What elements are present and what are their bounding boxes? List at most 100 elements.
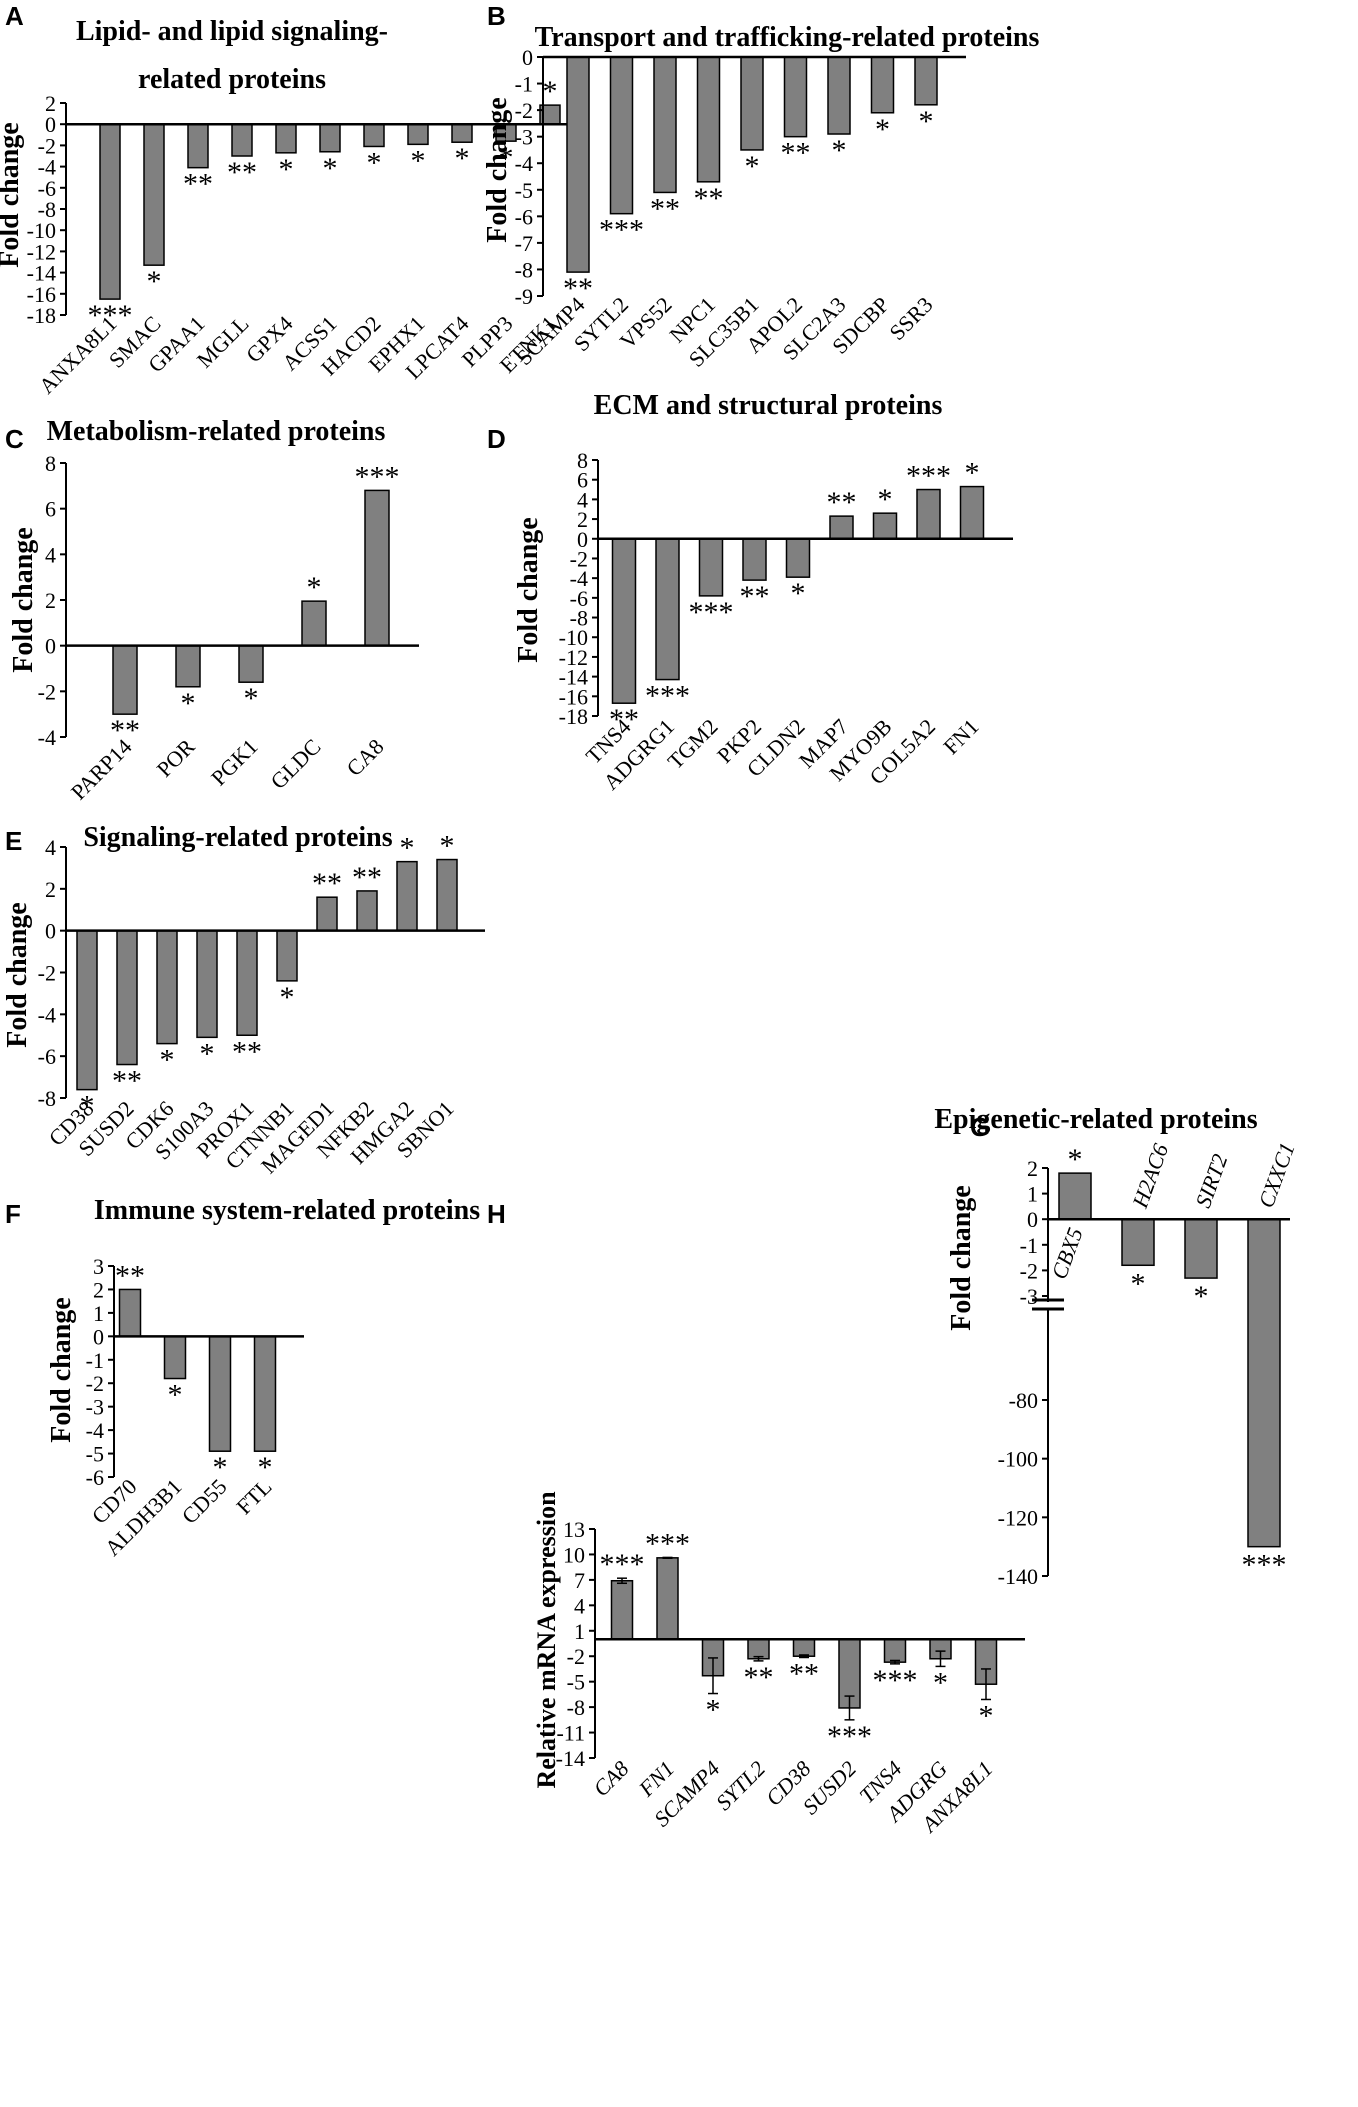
bar-PARP14 xyxy=(112,644,138,715)
significance-label: ** xyxy=(183,168,213,201)
bar-MAP7 xyxy=(829,515,854,540)
y-axis-label: Fold change xyxy=(513,517,544,662)
y-tick-label: 2 xyxy=(1027,1156,1038,1181)
y-tick-label: -2 xyxy=(1020,1258,1038,1283)
significance-label: * xyxy=(1068,1143,1083,1176)
y-tick-label: -8 xyxy=(515,257,533,282)
category-label: CBX5 xyxy=(1046,1224,1087,1282)
significance-label: ** xyxy=(789,1657,819,1690)
chart-title: Epigenetic-related proteins xyxy=(934,1104,1257,1135)
y-tick-label: -4 xyxy=(515,151,533,176)
bar-MAGED1 xyxy=(316,896,338,932)
bar-H2AC6 xyxy=(1121,1218,1155,1267)
bar-SIRT2 xyxy=(1184,1218,1218,1279)
y-tick-label: -100 xyxy=(998,1447,1038,1472)
bar-CD70 xyxy=(118,1288,142,1338)
bar-POR xyxy=(175,644,201,688)
significance-label: ** xyxy=(650,192,680,225)
bar-HMGA2 xyxy=(396,860,418,932)
significance-label: * xyxy=(280,981,295,1014)
y-axis-label: Relative mRNA expression xyxy=(532,1491,561,1789)
bar-SSR3 xyxy=(914,56,938,106)
bar-TNS4 xyxy=(611,538,637,704)
significance-label: ** xyxy=(352,861,382,894)
chart-title: Signaling-related proteins xyxy=(83,822,392,853)
category-label: FN1 xyxy=(938,714,983,759)
significance-label: * xyxy=(1194,1280,1209,1313)
significance-label: *** xyxy=(599,214,644,247)
bar-ALDH3B1 xyxy=(163,1335,187,1380)
y-tick-label: 0 xyxy=(45,634,56,659)
significance-label: * xyxy=(745,150,760,183)
y-tick-label: -14 xyxy=(27,261,56,286)
y-tick-label: -2 xyxy=(570,546,588,571)
significance-label: ** xyxy=(115,1259,145,1292)
y-tick-label: -10 xyxy=(27,218,56,243)
y-tick-label: -4 xyxy=(38,155,56,180)
significance-label: * xyxy=(875,113,890,146)
y-tick-label: 2 xyxy=(577,507,588,532)
bar-S100A3 xyxy=(196,929,218,1039)
bar-CLDN2 xyxy=(785,538,811,578)
chart-title: related proteins xyxy=(138,64,326,95)
y-tick-label: -2 xyxy=(38,679,56,704)
chart-title: Metabolism-related proteins xyxy=(47,416,386,447)
significance-label: * xyxy=(400,832,415,865)
bar-CD55 xyxy=(208,1335,232,1452)
panel-label: C xyxy=(5,424,24,454)
panel-B: B Transport and trafficking-related prote… xyxy=(482,1,1039,372)
significance-label: ** xyxy=(312,867,342,900)
chart-title: Lipid- and lipid signaling- xyxy=(76,16,388,47)
y-tick-label: 7 xyxy=(574,1568,585,1593)
bar-GPAA1 xyxy=(187,123,209,169)
bar-PGK1 xyxy=(238,644,264,683)
y-tick-label: 2 xyxy=(45,91,56,116)
y-tick-label: -3 xyxy=(515,125,533,150)
bar-CXXC1 xyxy=(1247,1218,1281,1548)
y-tick-label: -4 xyxy=(38,1002,56,1027)
significance-label: ** xyxy=(112,1065,142,1098)
significance-label: ** xyxy=(110,714,140,747)
y-tick-label: -8 xyxy=(38,1086,56,1111)
y-tick-label: -12 xyxy=(27,239,56,264)
bar-GPX4 xyxy=(275,123,297,154)
significance-label: * xyxy=(168,1379,183,1412)
significance-label: * xyxy=(258,1451,273,1484)
y-tick-label: -12 xyxy=(559,645,588,670)
bar-SBNO1 xyxy=(436,858,458,932)
panel-F: F Immune system-related proteins Fold chan… xyxy=(5,1195,480,1561)
y-tick-label: 6 xyxy=(577,468,588,493)
bar-TGM2 xyxy=(698,538,724,597)
category-label: SSR3 xyxy=(884,292,937,345)
y-tick-label: -8 xyxy=(567,1695,585,1720)
bar-SYTL2 xyxy=(609,56,634,215)
panel-label: H xyxy=(487,1199,506,1229)
y-tick-label: 4 xyxy=(45,835,56,860)
category-label: CA8 xyxy=(588,1756,633,1801)
y-tick-label: -3 xyxy=(1020,1284,1038,1309)
y-tick-label: -80 xyxy=(1009,1388,1038,1413)
y-tick-label: -10 xyxy=(559,625,588,650)
category-label: PARP14 xyxy=(66,734,137,805)
y-tick-label: 4 xyxy=(45,542,56,567)
y-tick-label: -14 xyxy=(556,1746,585,1771)
y-tick-label: -18 xyxy=(27,303,56,328)
y-tick-label: -16 xyxy=(27,282,56,307)
y-tick-label: 8 xyxy=(45,451,56,476)
panel-label: G xyxy=(970,1112,990,1142)
significance-label: *** xyxy=(873,1664,918,1697)
significance-label: *** xyxy=(906,460,951,493)
bar-ANXA8L1 xyxy=(99,123,121,300)
y-tick-label: 6 xyxy=(45,497,56,522)
y-tick-label: -6 xyxy=(86,1465,104,1490)
y-tick-label: -5 xyxy=(515,178,533,203)
category-label: CA8 xyxy=(341,734,388,781)
panel-label: D xyxy=(487,424,506,454)
y-tick-label: 1 xyxy=(574,1619,585,1644)
y-tick-label: 3 xyxy=(93,1254,104,1279)
bar-MGLL xyxy=(231,123,253,157)
significance-label: * xyxy=(965,457,980,490)
bar-CA8 xyxy=(610,1579,634,1641)
significance-label: ** xyxy=(609,703,639,736)
y-axis-label: Fold change xyxy=(482,97,513,242)
